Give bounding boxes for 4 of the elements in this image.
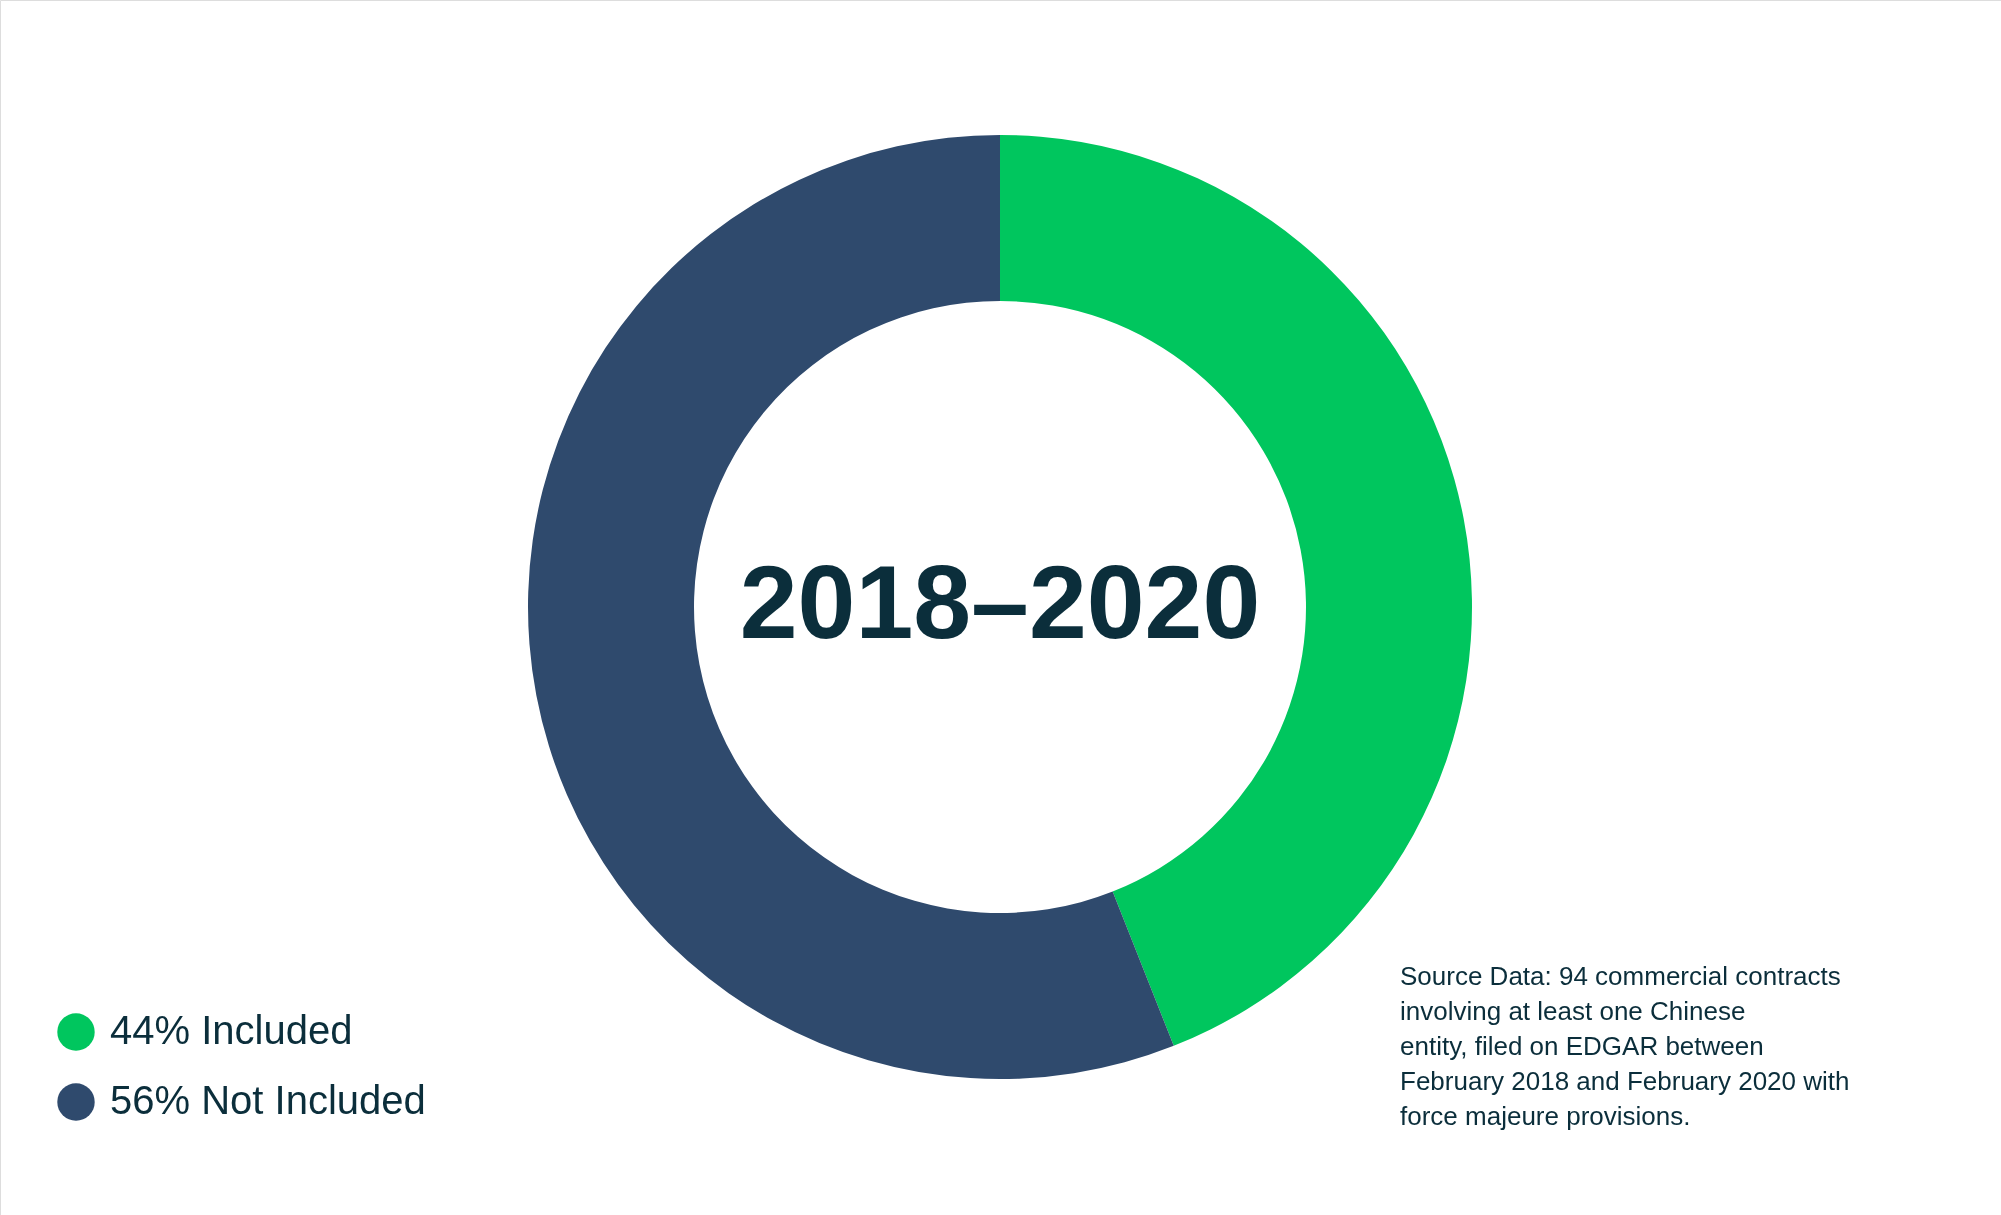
source-note: Source Data: 94 commercial contracts involving at least one Chinese entity, filed on EDGAR between February 2018 and February 2020 with force majeure provisions.	[1400, 961, 1850, 1131]
legend-label: 56% Not Included	[110, 1078, 426, 1122]
legend-label: 44% Included	[110, 1008, 353, 1052]
text: 2018–2020	[739, 544, 1261, 660]
